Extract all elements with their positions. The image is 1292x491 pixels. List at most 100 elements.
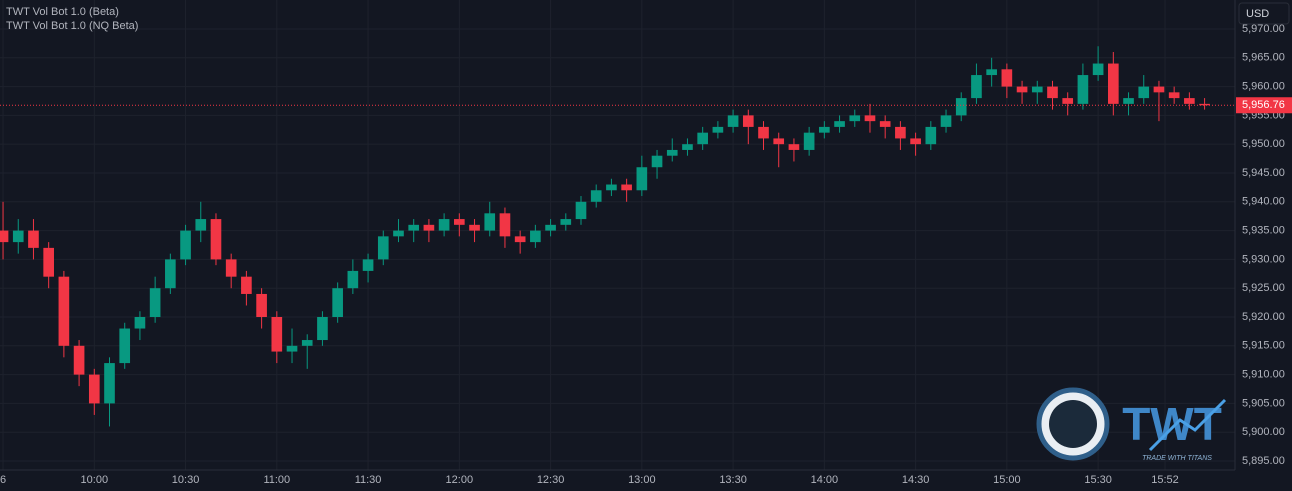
candle-body — [514, 236, 526, 243]
candle-body — [758, 126, 769, 139]
candle-body — [1138, 86, 1150, 99]
candle-body — [28, 230, 39, 248]
candle-body — [104, 363, 115, 404]
candle-body — [849, 115, 861, 122]
x-tick-label: 14:30 — [902, 474, 930, 486]
candle-body — [697, 132, 708, 145]
candle-body — [819, 126, 830, 133]
x-tick-label: 11:00 — [263, 474, 290, 486]
x-tick-label: 15:30 — [1084, 474, 1112, 486]
candle-body — [834, 121, 845, 127]
candle-body — [742, 115, 754, 127]
candle-body — [1153, 86, 1165, 93]
logo-tagline: TRADE WITH TITANS — [1142, 455, 1212, 462]
candle-body — [879, 121, 891, 127]
candle-body — [621, 184, 632, 191]
indicator-label: TWT Vol Bot 1.0 (NQ Beta) — [6, 20, 138, 32]
candle-body — [773, 138, 785, 145]
candle-body — [347, 270, 359, 289]
candle-body — [484, 213, 496, 231]
candle-body — [651, 155, 663, 168]
candle-body — [271, 317, 283, 352]
candle-body — [955, 98, 967, 116]
candle-body — [469, 224, 480, 231]
logo-arrow — [1148, 398, 1227, 452]
candle-body — [986, 69, 997, 76]
candle-body — [453, 219, 465, 225]
candle-body — [362, 259, 374, 271]
x-tick-label: 6 — [0, 474, 6, 486]
candle-body — [575, 201, 587, 220]
y-tick-label: 5,925.00 — [1242, 282, 1285, 294]
candle-body — [438, 219, 450, 231]
candle-body — [895, 126, 906, 139]
candle-body — [332, 288, 343, 318]
candle-body — [149, 288, 161, 318]
candle-body — [408, 224, 420, 231]
candle-body — [727, 115, 739, 127]
logo-text: TWT — [1122, 398, 1222, 450]
x-tick-label: 11:30 — [355, 474, 382, 486]
currency-box[interactable] — [1238, 2, 1290, 25]
candle-body — [606, 184, 617, 191]
candles — [0, 46, 1210, 427]
candle-body — [1047, 86, 1058, 99]
candle-body — [43, 247, 54, 277]
candle-body — [940, 115, 952, 127]
y-tick-label: 5,920.00 — [1242, 311, 1285, 323]
last-price-label: 5,956.76 — [1242, 99, 1285, 111]
candle-body — [499, 213, 511, 237]
last-price-box — [1236, 97, 1292, 114]
currency[interactable]: USD — [1246, 8, 1269, 20]
candle-body — [256, 293, 267, 318]
y-tick-label: 5,965.00 — [1242, 52, 1285, 64]
logo-face — [1049, 400, 1097, 448]
y-tick-label: 5,915.00 — [1242, 340, 1285, 352]
candle-body — [530, 230, 541, 243]
candle-body — [1168, 92, 1180, 99]
logo: TWT TRADE WITH TITANS — [1036, 387, 1227, 462]
x-tick-label: 10:30 — [172, 474, 200, 486]
candle-body — [666, 149, 678, 156]
candle-body — [225, 259, 237, 277]
x-tick-label: 12:30 — [537, 474, 565, 486]
x-tick-label: 12:00 — [446, 474, 474, 486]
candle-body — [119, 328, 131, 364]
y-tick-label: 5,935.00 — [1242, 224, 1285, 236]
x-tick-label: 10:00 — [81, 474, 109, 486]
y-tick-label: 5,970.00 — [1242, 23, 1285, 35]
y-tick-label: 5,900.00 — [1242, 426, 1285, 438]
indicator-label: TWT Vol Bot 1.0 (Beta) — [6, 6, 119, 18]
y-tick-label: 5,910.00 — [1242, 369, 1285, 381]
candle-body — [971, 75, 982, 99]
x-tick-label: 14:00 — [811, 474, 839, 486]
candle-body — [393, 230, 404, 237]
candle-body — [0, 230, 9, 243]
candle-body — [1092, 63, 1104, 76]
candle-body — [301, 340, 313, 346]
x-tick-label: 13:30 — [719, 474, 747, 486]
y-tick-label: 5,945.00 — [1242, 167, 1285, 179]
candle-body — [590, 190, 602, 202]
candle-body — [788, 144, 800, 150]
candle-body — [58, 276, 70, 346]
candle-body — [682, 144, 693, 150]
candle-body — [195, 219, 207, 231]
candle-body — [317, 317, 328, 341]
y-tick-label: 5,940.00 — [1242, 196, 1285, 208]
candle-body — [1016, 86, 1028, 93]
candle-body — [210, 219, 222, 260]
candle-body — [1001, 69, 1013, 87]
x-tick-label: 13:00 — [628, 474, 656, 486]
candle-body — [165, 259, 176, 289]
candle-body — [1184, 98, 1195, 104]
candle-body — [286, 345, 298, 352]
candle-body — [88, 374, 100, 404]
candle-body — [545, 224, 556, 231]
candle-body — [1077, 75, 1089, 104]
y-tick-label: 5,950.00 — [1242, 138, 1285, 150]
candle-body — [560, 219, 572, 225]
y-tick-label: 5,905.00 — [1242, 397, 1285, 409]
candle-body — [1199, 103, 1210, 106]
